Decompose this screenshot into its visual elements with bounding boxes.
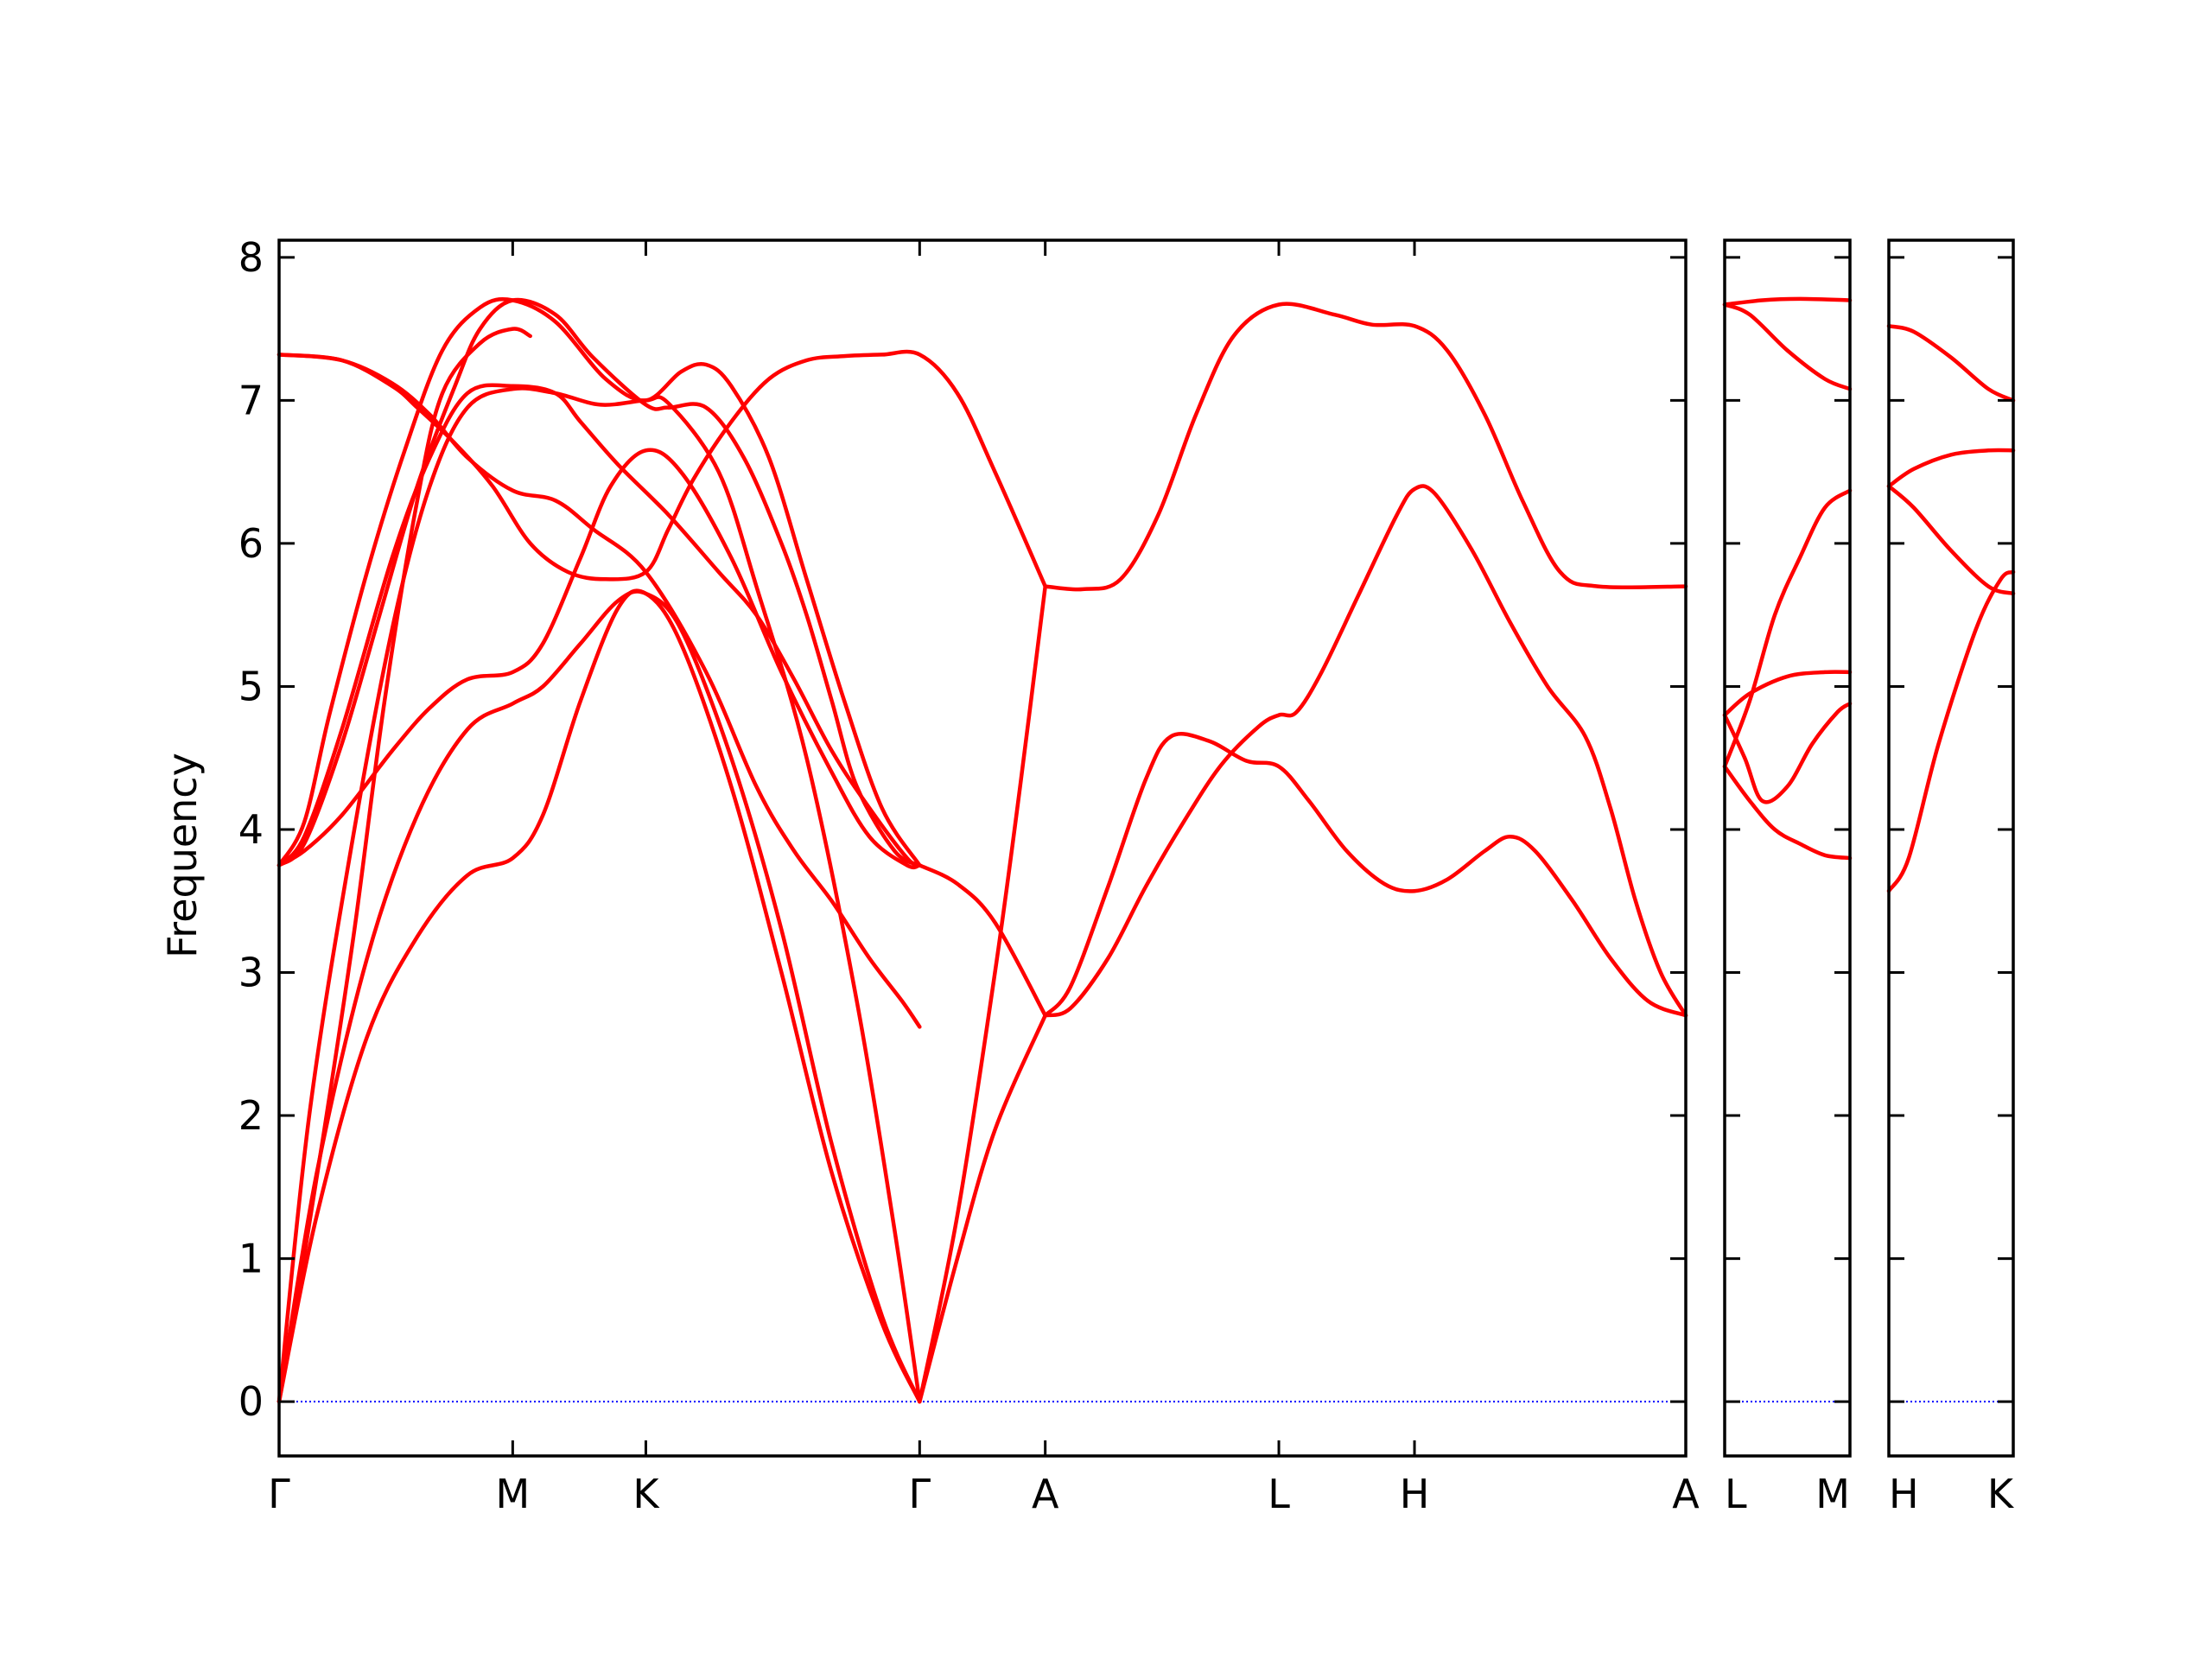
x-tick-label: Γ	[909, 1471, 931, 1517]
band-line-11	[276, 327, 532, 1404]
y-tick-label: 8	[238, 234, 264, 281]
y-tick-label: 3	[238, 950, 264, 996]
band-line-14	[1043, 302, 1688, 592]
y-axis-label: Frequency	[159, 753, 206, 958]
band-line-7	[276, 386, 922, 1404]
band-line-3	[1886, 484, 2016, 596]
band-line-5	[276, 588, 922, 1404]
plot-frame	[277, 238, 1688, 1458]
x-tick-label: M	[496, 1471, 531, 1517]
band-line-16	[1043, 484, 1688, 1018]
band-line-1	[1886, 324, 2016, 403]
band-line-15	[1043, 732, 1688, 1018]
x-tick-label: M	[1815, 1471, 1850, 1517]
band-line-1	[1722, 296, 1853, 307]
band-line-6	[276, 589, 922, 1404]
x-tick-label: H	[1889, 1471, 1919, 1517]
panel-main: 0 1 2 3 4 5 6 7 8 Γ M K Γ A L H A	[238, 234, 1700, 1517]
band-series-group	[276, 297, 1688, 1404]
y-tick-label: 6	[238, 520, 264, 567]
band-line-4	[1722, 670, 1853, 717]
band-line-3	[1722, 488, 1853, 769]
band-line-12	[918, 584, 1047, 1404]
x-tick-label: A	[1672, 1471, 1700, 1517]
y-tick-label: 7	[238, 377, 264, 423]
x-tick-label: H	[1400, 1471, 1430, 1517]
x-tick-label: L	[1268, 1471, 1290, 1517]
x-tick-label: K	[632, 1471, 660, 1517]
band-line-8	[276, 297, 922, 868]
y-tick-label: 0	[238, 1378, 264, 1425]
y-tick-label: 1	[238, 1236, 264, 1282]
y-tick-label: 5	[238, 663, 264, 709]
band-line-5	[1722, 702, 1853, 804]
band-line-9	[276, 383, 922, 868]
band-series-group	[1886, 324, 2016, 893]
plot-frame	[1723, 238, 1852, 1458]
y-tick-label: 4	[238, 806, 264, 853]
x-tick-label: K	[1987, 1471, 2015, 1517]
band-line-2	[1886, 448, 2016, 488]
band-line-4	[1886, 569, 2016, 893]
band-line-10	[276, 349, 1047, 588]
band-line-2	[1722, 302, 1853, 391]
x-tick-label: Γ	[268, 1471, 290, 1517]
y-tick-label: 2	[238, 1092, 264, 1139]
band-line-4	[918, 863, 1047, 1018]
band-line-6	[1722, 764, 1853, 861]
band-line-3	[276, 297, 922, 868]
x-tick-label: L	[1725, 1471, 1747, 1517]
band-series-group	[1722, 296, 1853, 861]
plot-frame	[1887, 238, 2015, 1458]
band-line-2	[276, 448, 922, 870]
x-tick-label: A	[1032, 1471, 1059, 1517]
band-line-13	[918, 1013, 1047, 1404]
